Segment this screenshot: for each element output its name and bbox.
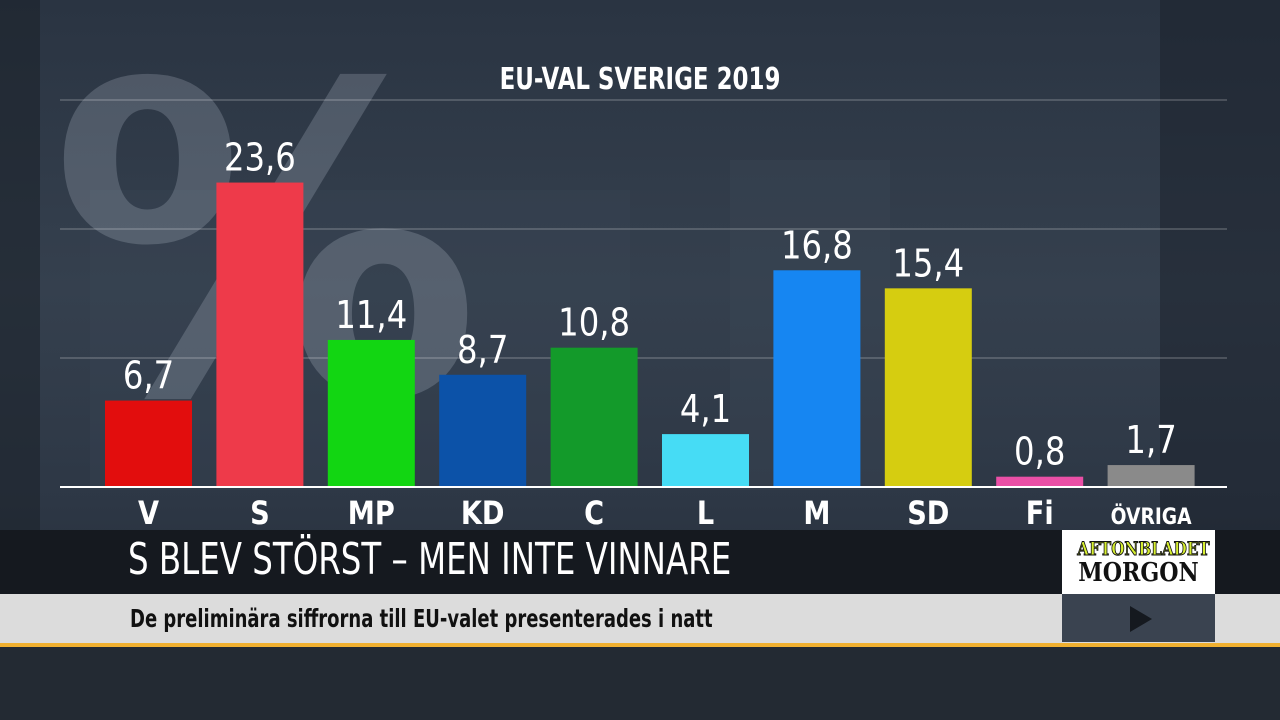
category-label: Fi <box>1026 495 1054 530</box>
data-label: 11,4 <box>335 293 407 337</box>
bar-s <box>216 182 304 487</box>
category-label: C <box>584 495 604 530</box>
play-button[interactable] <box>1062 594 1215 642</box>
bar-fi <box>996 476 1084 487</box>
data-label: 23,6 <box>224 136 296 180</box>
bar-l <box>662 434 749 487</box>
data-label: 8,7 <box>457 328 508 372</box>
data-label: 4,1 <box>680 388 731 432</box>
category-label: SD <box>907 495 949 530</box>
bar-kd <box>439 374 527 487</box>
headline-bar <box>0 530 1062 594</box>
data-label: 10,8 <box>558 301 630 345</box>
category-label: V <box>138 495 159 530</box>
bar-mp <box>327 339 415 487</box>
data-label: 1,7 <box>1125 419 1176 463</box>
data-label: 0,8 <box>1014 430 1065 474</box>
category-label: KD <box>461 495 505 530</box>
play-icon <box>1130 606 1152 632</box>
category-label: MP <box>348 495 395 530</box>
category-label: L <box>697 495 714 530</box>
data-label: 6,7 <box>123 354 174 398</box>
data-label: 16,8 <box>781 224 853 268</box>
bar-c <box>550 347 638 487</box>
bar-sd <box>884 288 972 487</box>
bar-övriga <box>1107 465 1195 487</box>
logo-line2: MORGON <box>1078 558 1199 588</box>
chart-title: EU-VAL SVERIGE 2019 <box>499 62 781 97</box>
logo-line1: AFTONBLADET <box>1077 538 1210 561</box>
headline-bar-right <box>1215 530 1280 594</box>
data-label: 15,4 <box>892 242 964 286</box>
bar-v <box>105 400 192 487</box>
headline: S BLEV STÖRST – MEN INTE VINNARE <box>128 534 732 585</box>
bar-m <box>773 270 861 487</box>
category-label: ÖVRIGA <box>1111 502 1192 529</box>
category-label: M <box>803 495 830 530</box>
aftonbladet-morgon-logo: AFTONBLADET MORGON <box>1062 530 1215 594</box>
category-label: S <box>250 495 270 530</box>
accent-line <box>0 643 1280 647</box>
bar-chart: 6,7 V 23,6 S 11,4 MP 8,7 KD 10,8 C 4,1 L 16,8 M 15,4 SD… <box>105 136 1195 530</box>
subline: De preliminära siffrorna till EU-valet p… <box>130 604 713 633</box>
